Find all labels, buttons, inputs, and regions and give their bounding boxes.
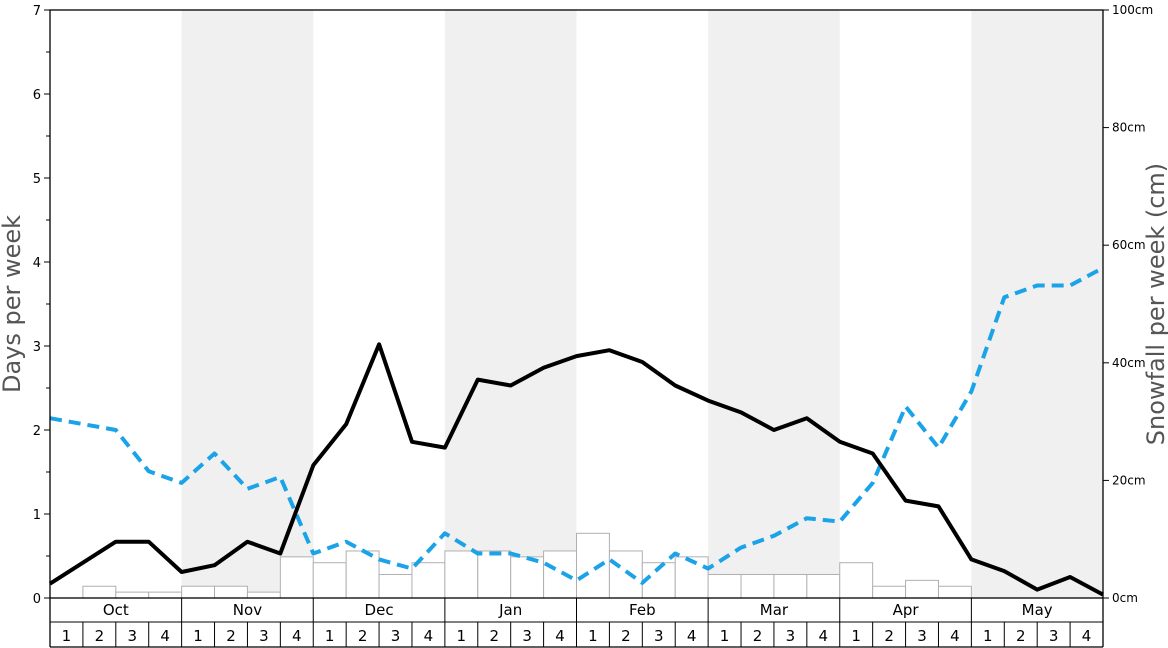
- right-tick-label: 80cm: [1112, 121, 1146, 135]
- snowfall-bar: [873, 586, 906, 598]
- week-label: 1: [325, 627, 335, 645]
- week-label: 3: [127, 627, 137, 645]
- week-label: 2: [884, 627, 894, 645]
- week-label: 2: [489, 627, 499, 645]
- snowfall-bar: [478, 551, 511, 598]
- week-label: 3: [654, 627, 664, 645]
- snowfall-bar: [412, 563, 445, 598]
- week-label: 4: [555, 627, 565, 645]
- snowfall-bar: [906, 580, 939, 598]
- week-label: 1: [457, 627, 467, 645]
- month-band-mar: [708, 10, 840, 598]
- week-label: 3: [259, 627, 269, 645]
- snowfall-bar: [83, 586, 116, 598]
- right-axis-title: Snowfall per week (cm): [1142, 163, 1168, 445]
- week-label: 4: [687, 627, 697, 645]
- week-label: 2: [753, 627, 763, 645]
- snowfall-bar: [280, 557, 313, 598]
- week-label: 4: [1082, 627, 1092, 645]
- left-tick-label: 0: [33, 592, 41, 607]
- month-label: Dec: [365, 601, 394, 619]
- month-bands: [182, 10, 1103, 598]
- week-label: 4: [950, 627, 960, 645]
- snowfall-bar: [577, 533, 610, 598]
- week-label: 2: [226, 627, 236, 645]
- month-band-nov: [182, 10, 314, 598]
- right-tick-label: 0cm: [1112, 591, 1138, 605]
- month-label: Mar: [760, 601, 789, 619]
- week-label: 1: [62, 627, 72, 645]
- week-label: 3: [786, 627, 796, 645]
- snowfall-bar: [379, 574, 412, 598]
- left-tick-label: 4: [33, 256, 41, 271]
- snowfall-bar: [247, 592, 280, 598]
- week-label: 2: [95, 627, 105, 645]
- snowfall-bar: [116, 592, 149, 598]
- left-tick-label: 6: [33, 88, 41, 103]
- week-label: 1: [720, 627, 730, 645]
- snowfall-bar: [609, 551, 642, 598]
- snowfall-bar: [182, 586, 215, 598]
- week-label: 4: [424, 627, 434, 645]
- week-label: 3: [522, 627, 532, 645]
- week-label: 3: [1049, 627, 1059, 645]
- month-label: Oct: [103, 601, 129, 619]
- snowfall-bar: [938, 586, 971, 598]
- snowfall-bar: [445, 551, 478, 598]
- snowfall-bar: [215, 586, 248, 598]
- month-band-jan: [445, 10, 577, 598]
- snowfall-bar: [807, 574, 840, 598]
- week-label: 1: [851, 627, 861, 645]
- week-label: 2: [1016, 627, 1026, 645]
- left-axis: 0 1 2 3 4 5 6 7: [33, 4, 50, 607]
- snowfall-bar: [741, 574, 774, 598]
- week-label: 2: [621, 627, 631, 645]
- week-label: 4: [292, 627, 302, 645]
- left-tick-label: 5: [33, 172, 41, 187]
- month-label: Feb: [629, 601, 656, 619]
- snowfall-bar: [149, 592, 182, 598]
- week-label: 1: [983, 627, 993, 645]
- snowfall-bar: [544, 551, 577, 598]
- week-label: 4: [160, 627, 170, 645]
- snowfall-bar: [774, 574, 807, 598]
- week-label: 2: [358, 627, 368, 645]
- left-tick-label: 2: [33, 424, 41, 439]
- month-label: Nov: [233, 601, 262, 619]
- month-label: May: [1022, 601, 1053, 619]
- snowfall-bar: [708, 574, 741, 598]
- left-tick-label: 7: [33, 4, 41, 19]
- week-label: 1: [193, 627, 203, 645]
- left-tick-label: 1: [33, 508, 41, 523]
- right-tick-label: 100cm: [1112, 3, 1153, 17]
- week-label: 4: [819, 627, 829, 645]
- snowfall-bar: [346, 551, 379, 598]
- right-tick-label: 20cm: [1112, 473, 1146, 487]
- week-label: 3: [391, 627, 401, 645]
- right-tick-label: 40cm: [1112, 356, 1146, 370]
- month-band-may: [971, 10, 1103, 598]
- month-label: Apr: [893, 601, 920, 619]
- month-week-table: Oct 1 2 3 4 Nov 1 2 3 4 Dec 1 2 3 4 Jan 1 2 3 4 Feb 1 2 3 4 Mar 1 2…: [50, 598, 1103, 647]
- right-tick-label: 60cm: [1112, 238, 1146, 252]
- snowfall-bar: [840, 563, 873, 598]
- left-axis-title: Days per week: [0, 215, 26, 393]
- week-label: 1: [588, 627, 598, 645]
- snowfall-bar: [511, 557, 544, 598]
- left-tick-label: 3: [33, 340, 41, 355]
- week-label: 3: [917, 627, 927, 645]
- snowfall-bar: [313, 563, 346, 598]
- month-label: Jan: [498, 601, 522, 619]
